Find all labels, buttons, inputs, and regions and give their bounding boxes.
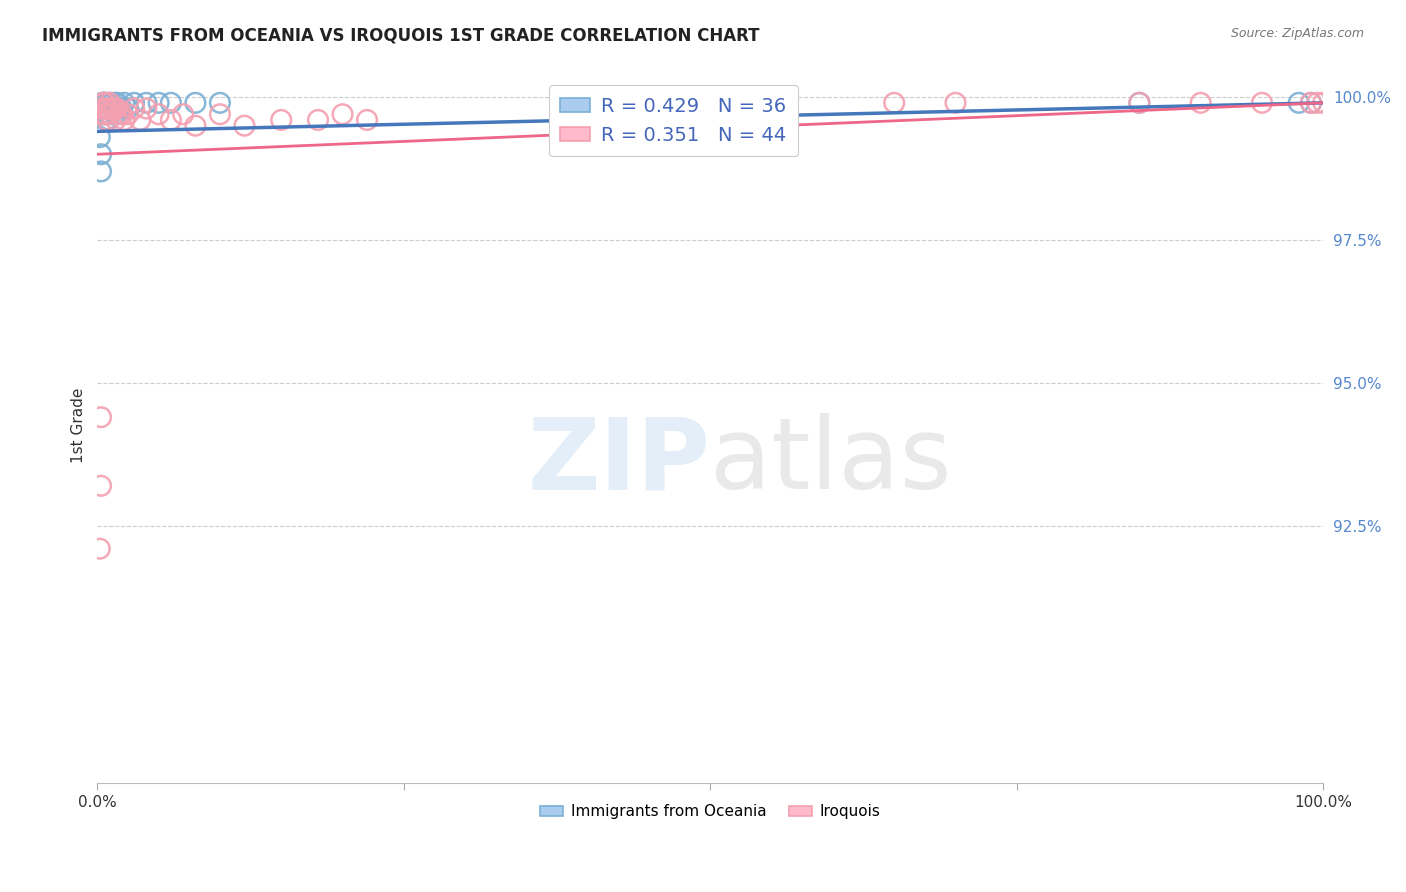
Point: [160, 95, 183, 110]
Point: [93, 107, 115, 121]
Point: [122, 95, 145, 110]
Point: [89, 130, 111, 145]
Point: [96, 95, 118, 110]
Point: [101, 102, 124, 116]
Point: [270, 112, 292, 127]
Point: [105, 102, 128, 116]
Point: [184, 95, 207, 110]
Point: [93, 107, 115, 121]
Point: [93, 95, 115, 110]
Point: [208, 95, 231, 110]
Point: [761, 95, 783, 110]
Point: [96, 112, 118, 127]
Point: [1312, 95, 1334, 110]
Point: [1189, 95, 1212, 110]
Point: [103, 102, 125, 116]
Point: [98, 95, 121, 110]
Y-axis label: 1st Grade: 1st Grade: [72, 388, 86, 464]
Text: IMMIGRANTS FROM OCEANIA VS IROQUOIS 1ST GRADE CORRELATION CHART: IMMIGRANTS FROM OCEANIA VS IROQUOIS 1ST …: [42, 27, 759, 45]
Point: [91, 102, 114, 116]
Point: [122, 102, 145, 116]
Point: [89, 541, 111, 556]
Point: [135, 95, 157, 110]
Point: [104, 107, 127, 121]
Point: [184, 119, 207, 133]
Point: [97, 102, 120, 116]
Point: [93, 95, 115, 110]
Point: [112, 95, 135, 110]
Point: [208, 107, 231, 121]
Point: [307, 112, 329, 127]
Point: [101, 95, 124, 110]
Point: [104, 95, 127, 110]
Point: [1128, 95, 1150, 110]
Point: [97, 112, 120, 127]
Text: ZIP: ZIP: [527, 413, 710, 510]
Point: [103, 102, 125, 116]
Point: [160, 112, 183, 127]
Point: [90, 147, 112, 161]
Point: [90, 164, 112, 178]
Point: [108, 107, 131, 121]
Point: [98, 107, 121, 121]
Point: [96, 107, 118, 121]
Text: atlas: atlas: [710, 413, 952, 510]
Point: [108, 102, 131, 116]
Point: [883, 95, 905, 110]
Point: [1288, 95, 1310, 110]
Point: [112, 112, 135, 127]
Point: [93, 107, 115, 121]
Point: [356, 112, 378, 127]
Text: Source: ZipAtlas.com: Source: ZipAtlas.com: [1230, 27, 1364, 40]
Point: [1299, 95, 1322, 110]
Point: [97, 102, 120, 116]
Point: [111, 102, 134, 116]
Point: [233, 119, 256, 133]
Point: [117, 102, 139, 116]
Point: [1128, 95, 1150, 110]
Point: [148, 95, 170, 110]
Point: [1299, 95, 1322, 110]
Point: [135, 102, 157, 116]
Point: [111, 107, 134, 121]
Legend: Immigrants from Oceania, Iroquois: Immigrants from Oceania, Iroquois: [534, 798, 887, 825]
Point: [93, 95, 115, 110]
Point: [94, 102, 117, 116]
Point: [148, 107, 170, 121]
Point: [90, 479, 112, 493]
Point: [172, 107, 194, 121]
Point: [91, 102, 114, 116]
Point: [96, 102, 118, 116]
Point: [945, 95, 967, 110]
Point: [117, 107, 139, 121]
Point: [104, 112, 127, 127]
Point: [93, 95, 115, 110]
Point: [1306, 95, 1329, 110]
Point: [91, 95, 114, 110]
Point: [93, 102, 115, 116]
Point: [94, 112, 117, 127]
Point: [761, 95, 783, 110]
Point: [94, 102, 117, 116]
Point: [332, 107, 354, 121]
Point: [105, 95, 128, 110]
Point: [90, 410, 112, 425]
Point: [1251, 95, 1274, 110]
Point: [129, 112, 152, 127]
Point: [98, 95, 121, 110]
Point: [98, 107, 121, 121]
